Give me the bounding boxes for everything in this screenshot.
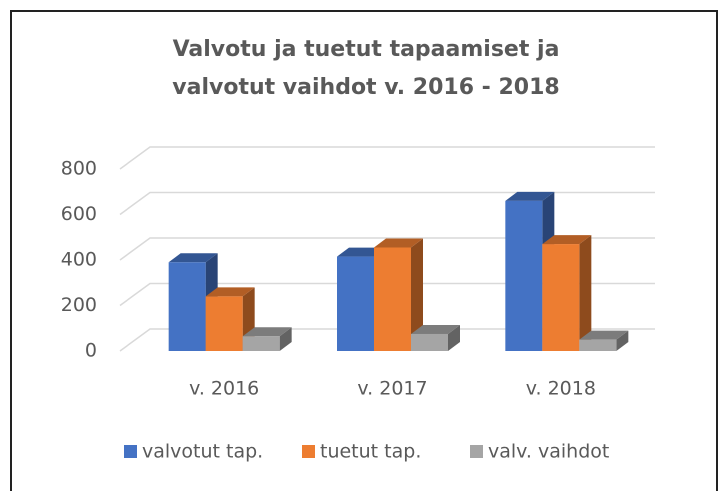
chart-title: valvotut vaihdot v. 2016 - 2018: [172, 75, 559, 100]
bar: [579, 339, 617, 351]
bar-top: [505, 191, 555, 201]
legend-swatch: [124, 445, 137, 458]
legend-swatch: [470, 445, 483, 458]
bar-side: [448, 324, 460, 351]
bar-top: [411, 324, 460, 334]
bar-side: [579, 235, 592, 351]
bar: [374, 247, 411, 351]
bar-top: [579, 330, 629, 340]
legend-label: tuetut tap.: [320, 441, 421, 463]
bar: [168, 262, 206, 351]
legend-label: valvotut tap.: [142, 441, 263, 463]
legend-label: valv. vaihdot: [488, 441, 609, 463]
y-tick-label: 400: [61, 249, 97, 271]
bar-top: [168, 253, 218, 263]
bar: [505, 200, 543, 351]
bar-side: [279, 327, 292, 351]
y-tick-label: 600: [61, 203, 97, 225]
legend-swatch: [302, 445, 315, 458]
grid-line: [119, 146, 655, 170]
x-tick-label: v. 2016: [189, 378, 259, 400]
grid-line: [119, 191, 655, 216]
bar-side: [616, 330, 629, 351]
grid-line: [119, 282, 655, 307]
bar-top: [542, 235, 592, 245]
bar-top: [374, 238, 423, 248]
bar: [242, 336, 280, 351]
x-tick-label: v. 2018: [526, 378, 596, 400]
bar-side: [411, 238, 423, 351]
bar-top: [337, 247, 386, 257]
bar-top: [205, 287, 255, 297]
y-tick-label: 800: [61, 158, 97, 180]
bar: [542, 244, 580, 351]
y-tick-label: 200: [61, 294, 97, 316]
chart-title: Valvotu ja tuetut tapaamiset ja: [173, 37, 560, 62]
grid-line: [119, 237, 655, 261]
bar-top: [242, 327, 292, 337]
bar: [205, 296, 243, 351]
bar: [337, 256, 374, 351]
x-tick-label: v. 2017: [357, 378, 427, 400]
chart-frame: [10, 10, 718, 491]
grid-line: [119, 328, 655, 352]
y-tick-label: 0: [85, 340, 97, 362]
bar: [411, 333, 448, 351]
